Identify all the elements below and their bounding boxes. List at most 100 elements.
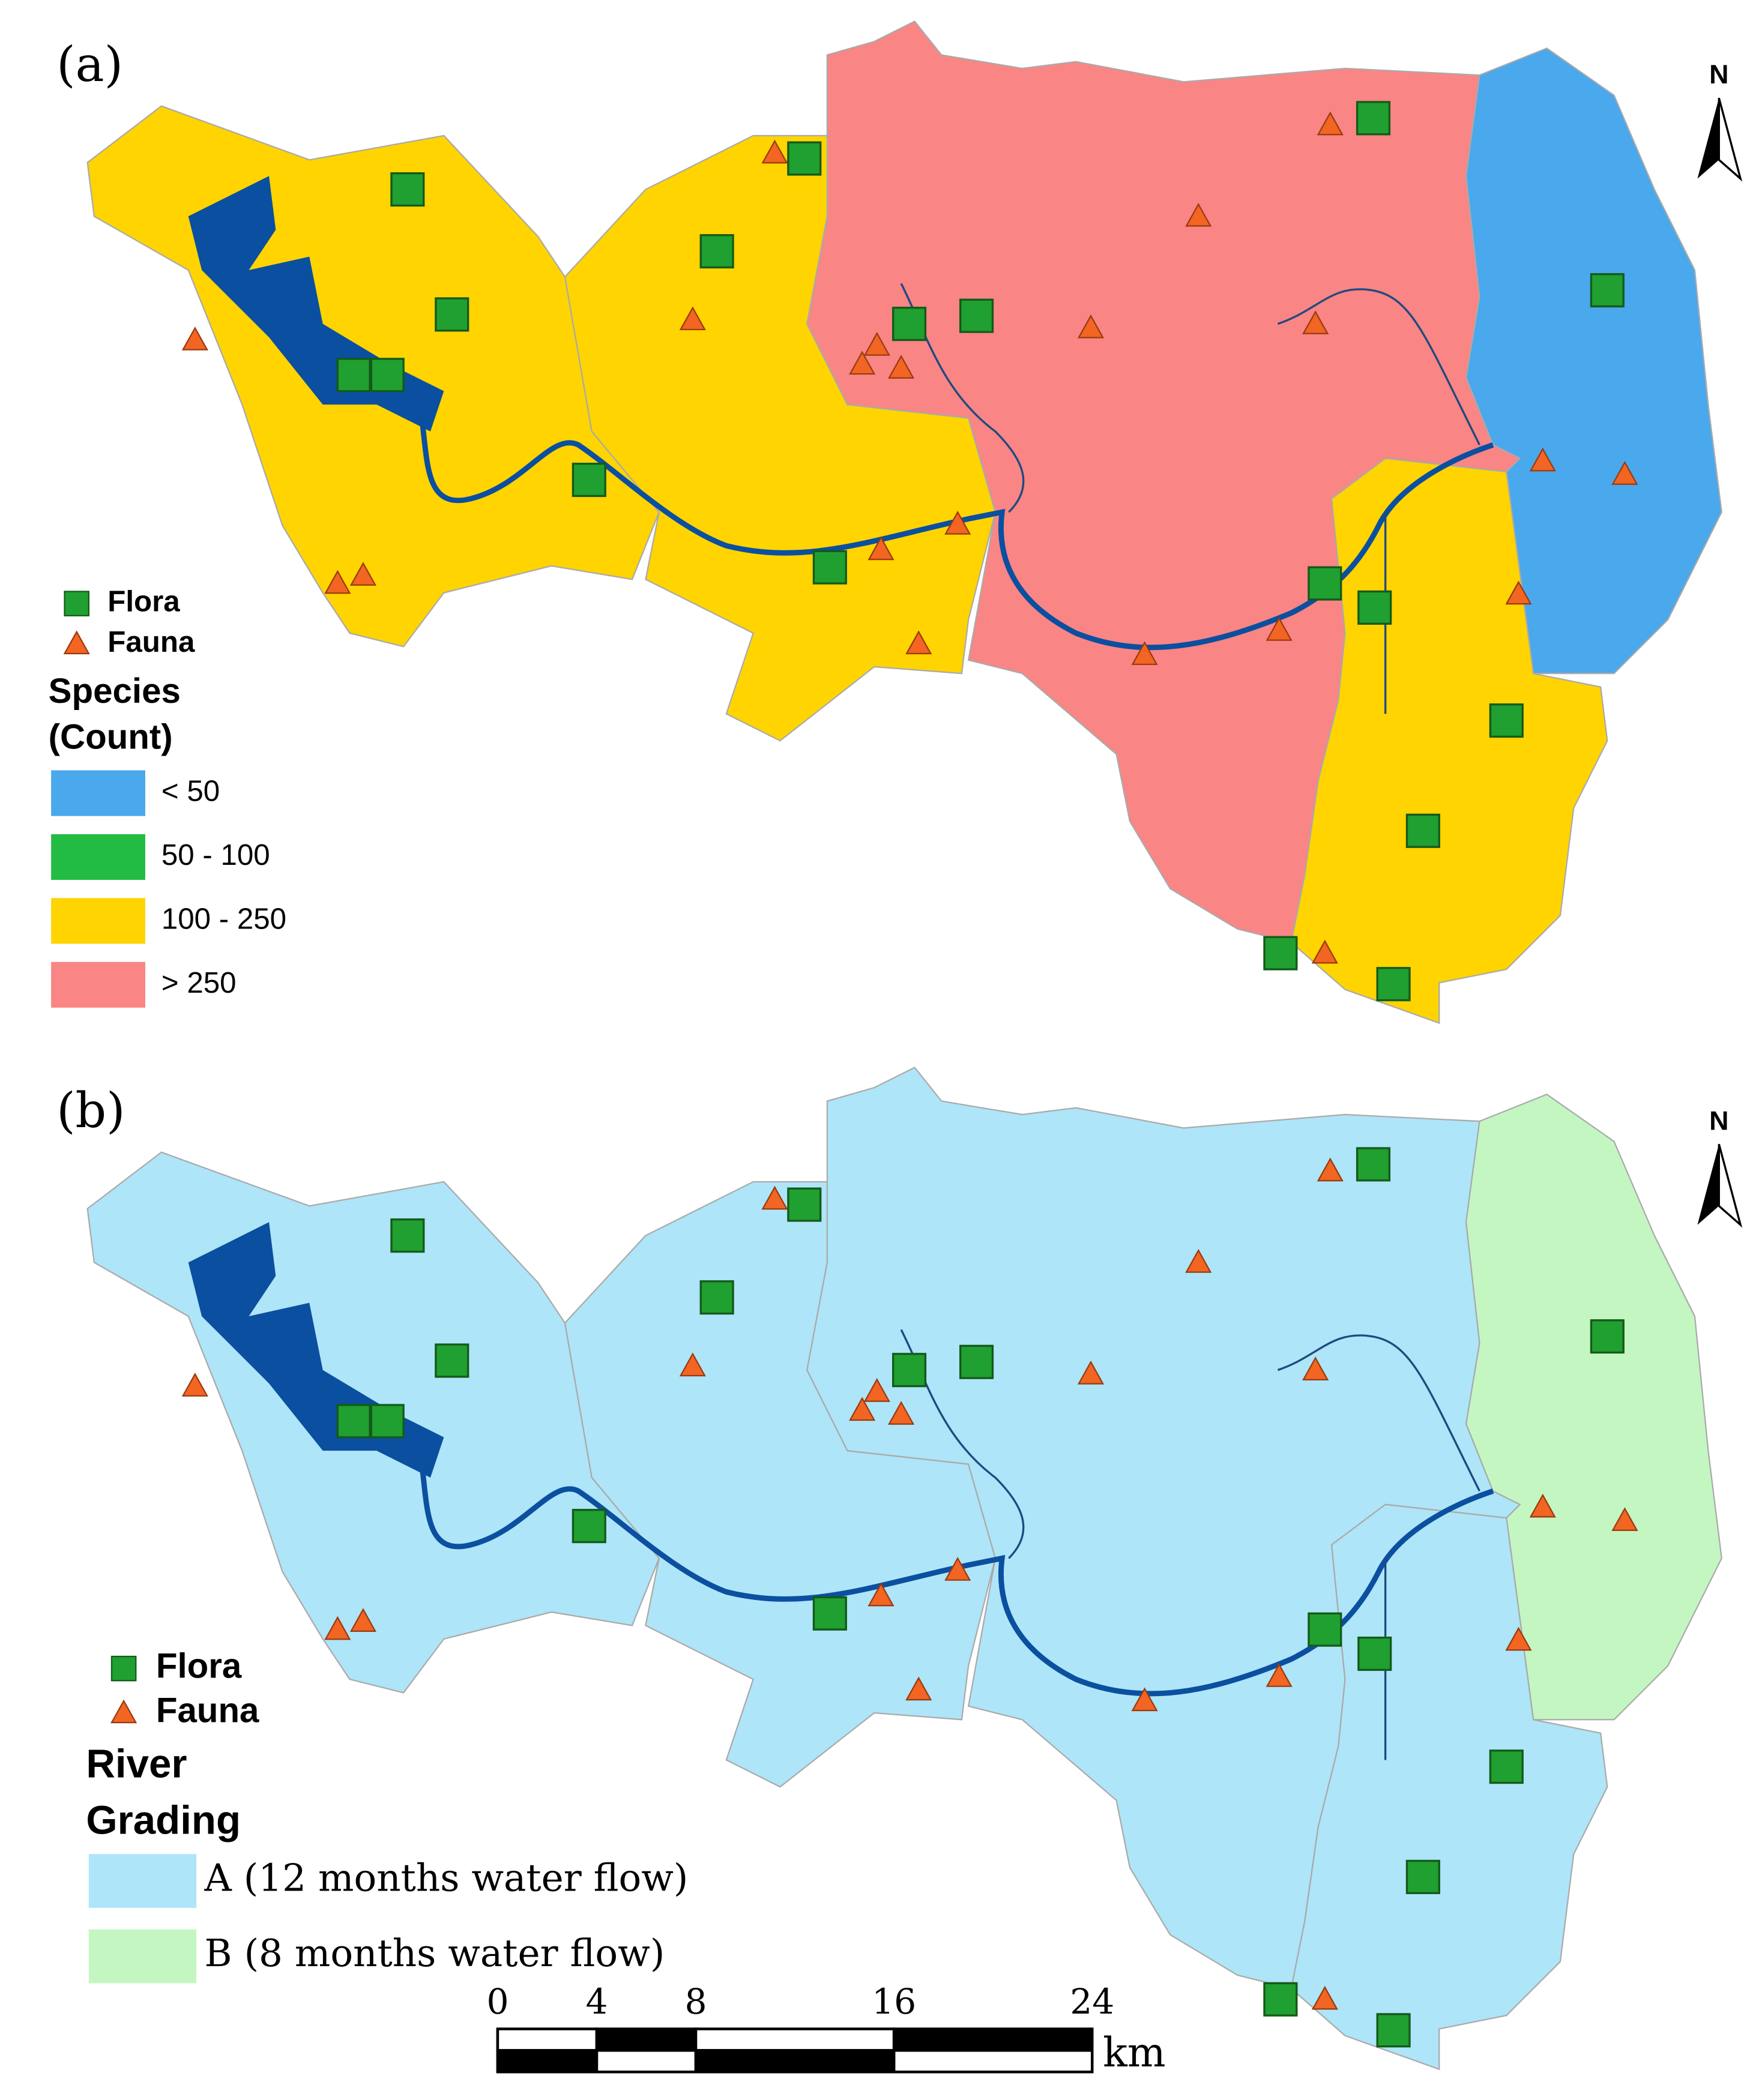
legend-title: Species <box>49 672 181 711</box>
fauna-marker <box>679 1352 706 1377</box>
legend-flora-symbol <box>64 591 89 616</box>
fauna-marker <box>944 1557 971 1581</box>
legend-class-label: > 250 <box>161 966 237 999</box>
flora-marker <box>1489 703 1524 738</box>
fauna-marker <box>1529 1493 1556 1518</box>
flora-marker <box>1263 1982 1298 2017</box>
legend-swatch <box>88 1854 197 1908</box>
legend-class-label: B (8 months water flow) <box>205 1931 665 1975</box>
fauna-marker <box>349 562 376 586</box>
scale-unit: km <box>1103 2029 1165 2076</box>
fauna-marker <box>1266 1663 1293 1687</box>
fauna-marker <box>849 1397 876 1421</box>
region <box>1465 47 1722 675</box>
fauna-marker <box>1302 1356 1329 1380</box>
scale-tick-label: 8 <box>685 1981 707 2022</box>
fauna-marker <box>181 1373 208 1397</box>
north-arrow-half <box>1718 1143 1743 1228</box>
fauna-marker <box>1317 1157 1344 1182</box>
flora-marker <box>787 1187 822 1222</box>
flora-marker <box>1590 273 1625 308</box>
legend-title: (Count) <box>49 717 173 756</box>
flora-marker <box>1356 101 1391 136</box>
fauna-marker <box>944 511 971 535</box>
flora-marker <box>1405 1859 1440 1894</box>
scale-tick-label: 4 <box>585 1981 608 2022</box>
fauna-marker <box>1611 1507 1638 1531</box>
flora-marker <box>572 462 606 498</box>
scale-segment-top <box>892 2027 1094 2052</box>
panel-label: (a) <box>56 37 123 93</box>
fauna-marker <box>1611 461 1638 485</box>
north-arrow <box>1697 98 1719 179</box>
flora-marker <box>1308 566 1342 601</box>
fauna-marker <box>679 306 706 331</box>
north-label: N <box>1709 59 1728 89</box>
fauna-marker <box>863 1378 890 1402</box>
scale-segment-top <box>595 2027 698 2052</box>
flora-marker <box>959 298 994 333</box>
fauna-marker <box>324 570 351 594</box>
north-arrow-half <box>1718 97 1743 182</box>
fauna-marker <box>1311 939 1338 964</box>
fauna-marker <box>888 355 915 379</box>
legend-swatch <box>51 834 145 880</box>
fauna-marker <box>1077 314 1105 338</box>
legend-fauna-symbol <box>110 1699 137 1724</box>
flora-marker <box>812 1596 847 1631</box>
fauna-marker <box>863 332 890 356</box>
flora-marker <box>336 358 371 393</box>
flora-marker <box>435 1343 469 1378</box>
fauna-marker <box>867 1582 895 1607</box>
region <box>1465 1094 1722 1721</box>
legend-swatch <box>88 1929 197 1984</box>
fauna-marker <box>1077 1360 1105 1385</box>
scale-tick-label: 24 <box>1070 1981 1114 2022</box>
legend-marker-label: Flora <box>107 585 180 618</box>
scale-tick-label: 16 <box>872 1981 916 2022</box>
fauna-marker <box>1185 1249 1212 1273</box>
fauna-marker <box>1529 447 1556 472</box>
fauna-marker <box>761 139 788 164</box>
map-panel: (a) N Flora Fauna Species (Count) < 50 50 - 100… <box>49 20 1743 1024</box>
flora-marker <box>1590 1319 1625 1354</box>
flora-marker <box>1376 2013 1411 2048</box>
scale-segment-bottom <box>496 2049 599 2074</box>
legend-class-label: 50 - 100 <box>161 838 270 871</box>
north-arrow <box>1697 1144 1719 1225</box>
flora-marker <box>812 550 847 585</box>
fauna-marker <box>1185 202 1212 227</box>
scale-segment-bottom <box>694 2049 896 2074</box>
fauna-marker <box>905 1676 932 1701</box>
fauna-marker <box>1131 1687 1158 1712</box>
flora-marker <box>787 141 822 176</box>
legend-title: River <box>86 1741 187 1786</box>
flora-marker <box>959 1344 994 1379</box>
flora-marker <box>1356 1147 1391 1182</box>
fauna-marker <box>1131 641 1158 666</box>
fauna-marker <box>1302 310 1329 334</box>
flora-marker <box>435 297 469 332</box>
flora-marker <box>1357 590 1392 625</box>
legend-marker-label: Flora <box>156 1647 242 1686</box>
legend-marker-label: Fauna <box>156 1691 259 1730</box>
legend-class-label: < 50 <box>161 775 220 808</box>
legend-swatch <box>51 961 145 1008</box>
fauna-marker <box>1505 1626 1532 1651</box>
fauna-marker <box>1317 111 1344 136</box>
scale-segment-top <box>694 2027 896 2052</box>
legend-title: Grading <box>86 1798 241 1843</box>
fauna-marker <box>1505 580 1532 605</box>
fauna-marker <box>888 1401 915 1425</box>
legend-swatch <box>51 770 145 816</box>
flora-marker <box>572 1509 606 1544</box>
flora-marker <box>1357 1636 1392 1671</box>
panel-label: (b) <box>56 1083 125 1139</box>
flora-marker <box>390 172 425 207</box>
flora-marker <box>390 1218 425 1253</box>
flora-marker <box>336 1404 371 1439</box>
fauna-marker <box>1311 1985 1338 2010</box>
legend-class-label: 100 - 250 <box>161 902 286 935</box>
flora-marker <box>370 358 405 393</box>
